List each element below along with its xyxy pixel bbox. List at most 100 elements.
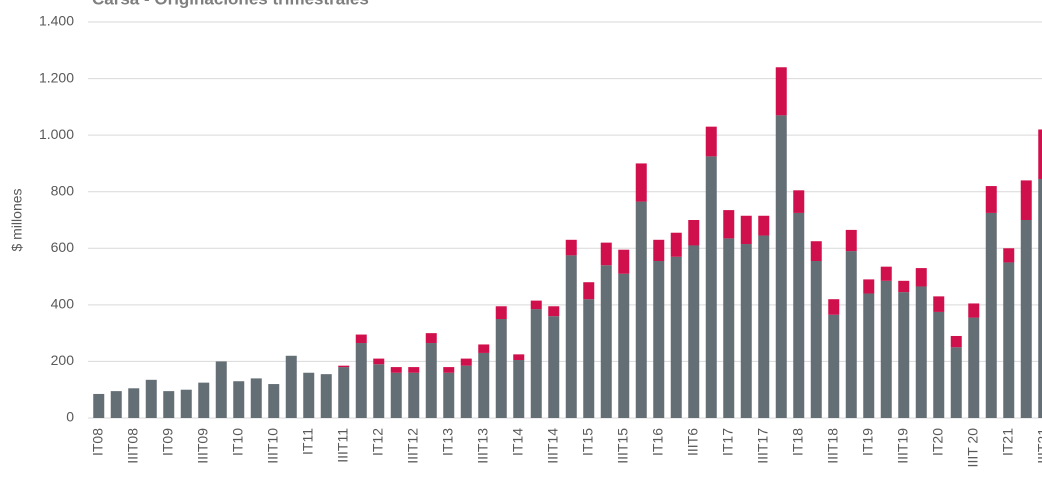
x-tick-label: IIIT18 — [824, 428, 840, 464]
bar-segment — [93, 393, 105, 418]
bar-segment — [1003, 262, 1015, 418]
bar-segment — [285, 355, 297, 418]
bar-segment — [635, 163, 647, 202]
bar-segment — [338, 365, 350, 368]
bar-segment — [425, 343, 437, 418]
x-tick-label: IT08 — [89, 428, 105, 456]
bar-segment — [233, 381, 245, 418]
x-tick-label: IT15 — [579, 428, 595, 456]
bar-segment — [565, 239, 577, 256]
bar-segment — [355, 334, 367, 344]
bar-segment — [1003, 248, 1015, 263]
bar-segment — [618, 249, 630, 274]
bar-segment — [198, 382, 210, 418]
bar-segment — [915, 268, 927, 287]
bar-segment — [863, 279, 875, 294]
x-tick-label: IT14 — [509, 428, 525, 456]
y-tick-label: 400 — [51, 296, 75, 312]
bar-segment — [705, 156, 717, 418]
x-tick-label: IIIT09 — [194, 428, 210, 464]
x-tick-label: IT20 — [929, 428, 945, 456]
y-tick-label: 1.200 — [39, 69, 74, 85]
bar-segment — [968, 317, 980, 418]
bar-segment — [443, 367, 455, 373]
bar-segment — [513, 354, 525, 361]
chart-title: Carsa - Originaciones trimestrales — [92, 0, 369, 8]
bar-segment — [793, 190, 805, 213]
bar-segment — [723, 238, 735, 418]
bar-segment — [810, 261, 822, 418]
bar-segment — [478, 352, 490, 418]
bar-segment — [618, 273, 630, 418]
bar-segment — [408, 372, 420, 418]
y-tick-label: 1.400 — [39, 13, 74, 29]
x-tick-label: IIIT10 — [264, 428, 280, 464]
bar-segment — [320, 374, 332, 418]
bar-segment — [443, 372, 455, 418]
bar-segment — [688, 245, 700, 418]
bar-segment — [845, 229, 857, 252]
bar-segment — [933, 311, 945, 418]
bar-segment — [355, 343, 367, 418]
bar-segment — [828, 299, 840, 315]
bar-segment — [530, 300, 542, 310]
bar-segment — [495, 306, 507, 319]
bar-segment — [793, 212, 805, 418]
bar-segment — [810, 241, 822, 262]
bar-segment — [215, 361, 227, 418]
bar-segment — [775, 115, 787, 418]
x-tick-label: IIIT17 — [754, 428, 770, 464]
bar-segment — [775, 67, 787, 116]
bar-segment — [373, 358, 385, 365]
bar-segment — [548, 306, 560, 317]
bar-segment — [915, 286, 927, 418]
bar-segment — [863, 293, 875, 418]
bar-segment — [1038, 129, 1042, 179]
bar-segment — [565, 255, 577, 418]
x-tick-label: IT12 — [369, 428, 385, 456]
bar-segment — [670, 232, 682, 257]
bar-segment — [478, 344, 490, 353]
x-tick-label: IT19 — [859, 428, 875, 456]
bar-segment — [950, 347, 962, 418]
bar-segment — [303, 372, 315, 418]
bar-segment — [845, 251, 857, 418]
bar-segment — [985, 212, 997, 418]
bar-segment — [1020, 220, 1032, 418]
bar-segment — [373, 364, 385, 418]
bar-segment — [163, 391, 175, 418]
bar-segment — [898, 280, 910, 293]
x-tick-label: IT16 — [649, 428, 665, 456]
y-tick-label: 800 — [51, 182, 75, 198]
bar-segment — [1020, 180, 1032, 220]
y-tick-label: 1.000 — [39, 126, 74, 142]
bar-segment — [145, 379, 157, 418]
x-tick-label: IT11 — [299, 428, 315, 455]
bar-segment — [985, 186, 997, 213]
y-tick-label: 600 — [51, 239, 75, 255]
bar-segment — [758, 215, 770, 236]
y-tick-label: 200 — [51, 352, 75, 368]
bar-segment — [1038, 178, 1042, 418]
x-tick-label: IT09 — [159, 428, 175, 456]
bar-segment — [933, 296, 945, 312]
x-tick-label: IT10 — [229, 428, 245, 456]
bar-segment — [390, 367, 402, 373]
x-tick-label: IIIT19 — [894, 428, 910, 464]
x-tick-label: IIIT6 — [684, 428, 700, 456]
bar-segment — [880, 266, 892, 281]
bar-segment — [653, 239, 665, 262]
bar-segment — [530, 309, 542, 418]
bar-segment — [880, 280, 892, 418]
x-tick-label: IIIT11 — [334, 428, 350, 463]
bar-segment — [828, 314, 840, 418]
x-tick-label: IIIT15 — [614, 428, 630, 464]
bar-segment — [128, 388, 140, 418]
x-tick-label: IIIT 20 — [964, 428, 980, 468]
bar-segment — [898, 292, 910, 418]
bar-segment — [968, 303, 980, 318]
x-tick-label: IT13 — [439, 428, 455, 456]
y-axis-label: $ millones — [9, 188, 25, 251]
bar-segment — [758, 235, 770, 418]
